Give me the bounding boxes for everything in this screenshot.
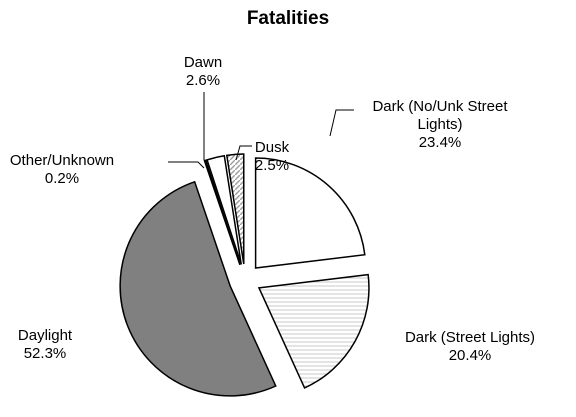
category-label: Dark (No/Unk Street Lights) bbox=[372, 98, 508, 133]
slice-label: Dark (Street Lights) 20.4% bbox=[370, 329, 570, 365]
category-label: Dark (Street Lights) bbox=[404, 329, 536, 346]
value-label: 0.2% bbox=[44, 170, 80, 187]
slice-label: Other/Unknown 0.2% bbox=[0, 152, 137, 188]
pie-slice bbox=[254, 157, 366, 269]
chart-title: Fatalities bbox=[246, 8, 330, 29]
pie-slice bbox=[225, 153, 245, 265]
slice-label: Dawn 2.6% bbox=[173, 54, 233, 90]
value-label: 20.4% bbox=[448, 347, 492, 364]
leader-line bbox=[329, 109, 354, 137]
slice-label: Dusk 2.5% bbox=[242, 139, 302, 175]
pie-slice bbox=[203, 159, 241, 266]
value-label: 52.3% bbox=[23, 345, 67, 362]
leader-line bbox=[235, 145, 252, 161]
category-label: Dawn bbox=[183, 54, 223, 71]
category-label: Dusk bbox=[254, 139, 290, 156]
slice-label: Daylight 52.3% bbox=[5, 327, 85, 363]
value-label: 23.4% bbox=[418, 134, 462, 151]
pie-slice bbox=[119, 180, 277, 397]
value-label: 2.5% bbox=[254, 157, 290, 174]
category-label: Daylight bbox=[17, 327, 73, 344]
pie-slice bbox=[257, 273, 370, 389]
value-label: 2.6% bbox=[185, 72, 221, 89]
pie-slice bbox=[206, 154, 243, 265]
leader-line bbox=[168, 161, 205, 169]
category-label: Other/Unknown bbox=[9, 152, 115, 169]
slice-label: Dark (No/Unk Street Lights) 23.4% bbox=[355, 98, 525, 152]
